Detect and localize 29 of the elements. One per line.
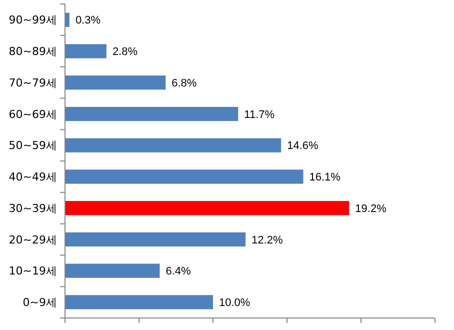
data-label: 0.3% bbox=[75, 14, 101, 27]
y-tick-label: 70~79세 bbox=[8, 76, 57, 90]
y-tick-label: 0~9세 bbox=[22, 296, 57, 310]
bar bbox=[65, 138, 282, 152]
data-label: 10.0% bbox=[219, 297, 250, 310]
bar bbox=[65, 76, 166, 90]
data-label: 6.4% bbox=[166, 266, 192, 278]
y-tick-label: 50~59세 bbox=[8, 139, 57, 152]
data-label: 12.2% bbox=[252, 234, 283, 246]
bar bbox=[65, 264, 160, 278]
y-tick-label: 60~69세 bbox=[8, 108, 57, 121]
bar bbox=[65, 232, 246, 246]
data-label: 14.6% bbox=[287, 140, 318, 152]
y-tick-label: 80~89세 bbox=[8, 45, 57, 58]
y-tick-label: 20~29세 bbox=[8, 233, 57, 246]
bar bbox=[65, 200, 350, 216]
bar bbox=[65, 170, 304, 184]
bar bbox=[65, 295, 213, 310]
data-label: 2.8% bbox=[112, 46, 138, 58]
y-tick-label: 10~19세 bbox=[8, 264, 57, 278]
data-label: 16.1% bbox=[309, 172, 341, 184]
data-label: 6.8% bbox=[172, 77, 197, 90]
data-label: 19.2% bbox=[355, 202, 387, 215]
data-label: 11.7% bbox=[244, 108, 275, 121]
bar bbox=[65, 106, 238, 122]
y-tick-label: 90~99세 bbox=[8, 14, 57, 27]
y-tick-label: 40~49세 bbox=[8, 170, 57, 184]
y-tick-label: 30~39세 bbox=[8, 202, 57, 215]
bar bbox=[65, 44, 106, 58]
